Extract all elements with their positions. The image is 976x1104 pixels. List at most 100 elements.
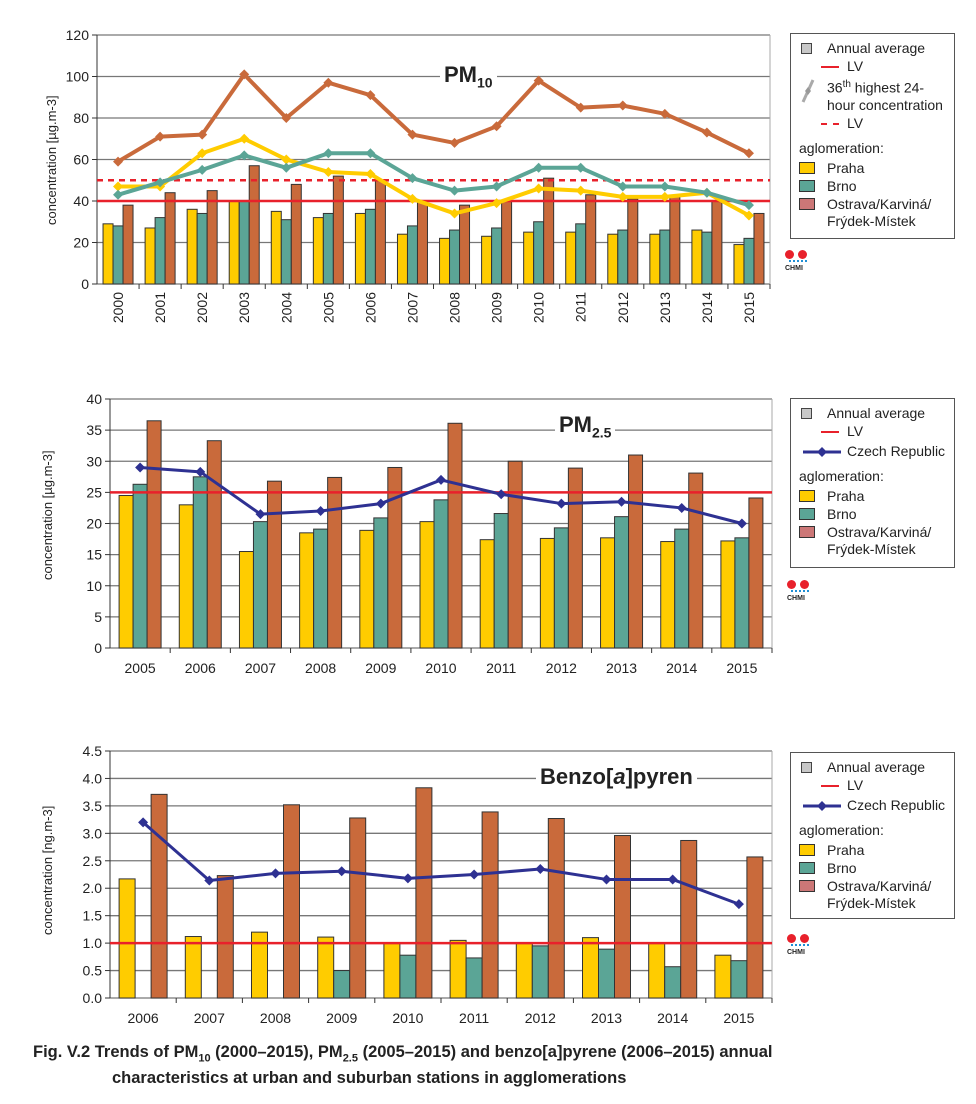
y-axis-label-bap: concentration [ng.m-3] [40, 805, 55, 935]
y-tick-label: 2.5 [83, 853, 103, 869]
y-tick-label: 20 [86, 516, 102, 532]
bar-praha [600, 537, 616, 649]
bar-brno [734, 537, 750, 649]
legend-bap: Annual average LV Czech Republic aglomer… [790, 752, 955, 919]
bar-brno [112, 225, 124, 285]
line-marker [113, 189, 124, 200]
bar-praha [317, 936, 335, 999]
annual-average-swatch [801, 408, 812, 419]
legend-ostrava: Ostrava/Karviná/ Frýdek-Místek [827, 524, 932, 557]
line-marker [365, 148, 376, 159]
bar-praha [184, 936, 202, 999]
x-tick-label: 2000 [110, 292, 126, 323]
line-marker [733, 899, 744, 910]
bar-ostrava [416, 200, 428, 285]
x-tick-label: 2012 [546, 660, 577, 676]
brno-swatch [799, 508, 815, 520]
x-tick-label: 2007 [404, 292, 420, 323]
line-marker [676, 502, 687, 513]
line-marker [617, 191, 628, 202]
bar-praha [714, 954, 732, 999]
line-marker-icon [801, 79, 815, 103]
bar-ostrava [146, 420, 162, 649]
czech-line-swatch [803, 801, 841, 811]
bar-brno [252, 521, 268, 649]
bar-ostrava [387, 466, 403, 649]
bar-brno [433, 499, 449, 649]
bar-brno [449, 229, 461, 285]
line-marker [449, 137, 460, 148]
x-tick-label: 2008 [260, 1010, 291, 1026]
bar-ostrava [711, 200, 723, 285]
legend-lv-24h: LV [847, 114, 864, 131]
y-tick-label: 15 [86, 547, 102, 563]
line-marker [533, 162, 544, 173]
legend-ostrava: Ostrava/Karviná/ Frýdek-Místek [827, 195, 932, 229]
praha-swatch [799, 161, 815, 174]
line-marker [601, 874, 612, 885]
line-marker [535, 864, 546, 875]
bar-praha [270, 210, 282, 285]
bar-praha [660, 541, 676, 649]
bar-ostrava [122, 204, 134, 285]
line-marker [743, 148, 754, 159]
bar-praha [118, 878, 136, 999]
legend-pm10: Annual average LV 36th highest 24-hour c… [790, 33, 955, 239]
y-tick-label: 35 [86, 422, 102, 438]
bar-praha [396, 233, 408, 285]
bar-praha [565, 231, 577, 285]
line-marker [197, 148, 208, 159]
legend-praha: Praha [827, 488, 865, 504]
bar-brno [493, 513, 509, 649]
x-tick-label: 2015 [723, 1010, 754, 1026]
legend-pm25: Annual average LV Czech Republic aglomer… [790, 398, 955, 568]
lv-line-swatch [821, 785, 839, 787]
line-marker [113, 156, 124, 167]
bar-brno [575, 223, 587, 285]
bar-brno [659, 229, 671, 285]
line-marker [197, 164, 208, 175]
line-marker [138, 817, 149, 828]
legend-aglomeration-heading: aglomeration: [799, 139, 884, 156]
line-marker [375, 498, 386, 509]
line-marker [255, 509, 266, 520]
y-tick-label: 3.0 [83, 825, 103, 841]
x-tick-label: 2007 [194, 1010, 225, 1026]
bar-brno [664, 966, 682, 999]
bar-brno [553, 527, 569, 649]
bar-ostrava [753, 212, 765, 285]
line-marker [743, 200, 754, 211]
y-tick-label: 2.0 [83, 880, 103, 896]
bar-ostrava [748, 497, 764, 649]
bar-brno [313, 528, 329, 649]
bar-ostrava [415, 787, 433, 999]
bar-praha [523, 231, 535, 285]
line-marker [336, 866, 347, 877]
y-tick-label: 30 [86, 453, 102, 469]
line-marker [315, 506, 326, 517]
line-marker [239, 133, 250, 144]
bar-ostrava [290, 183, 302, 285]
line-marker [204, 875, 215, 886]
line-marker [270, 868, 281, 879]
line-marker [281, 162, 292, 173]
lv-dashed-swatch [821, 122, 839, 125]
bar-brno [531, 945, 549, 999]
legend-czech-republic: Czech Republic [847, 443, 946, 459]
x-tick-label: 2014 [666, 660, 697, 676]
y-tick-label: 4.0 [83, 770, 103, 786]
bar-praha [144, 227, 156, 285]
legend-brno: Brno [827, 860, 857, 876]
bar-praha [186, 208, 198, 285]
y-axis-label-pm10: concentration [µg.m-3] [44, 95, 59, 225]
x-tick-label: 2009 [326, 1010, 357, 1026]
x-tick-label: 2012 [525, 1010, 556, 1026]
bar-ostrava [150, 793, 168, 999]
series-line-brno [117, 151, 750, 208]
line-marker [197, 129, 208, 140]
chart-2: 0.0 0.5 1.0 1.5 2.0 2.5 3.0 3.5 4.0 4.5 2006 2007 20… [83, 743, 773, 1026]
line-marker [407, 193, 418, 204]
legend-ostrava: Ostrava/Karviná/ Frýdek-Místek [827, 878, 932, 911]
y-tick-label: 0 [81, 276, 89, 292]
line-marker [736, 518, 747, 529]
